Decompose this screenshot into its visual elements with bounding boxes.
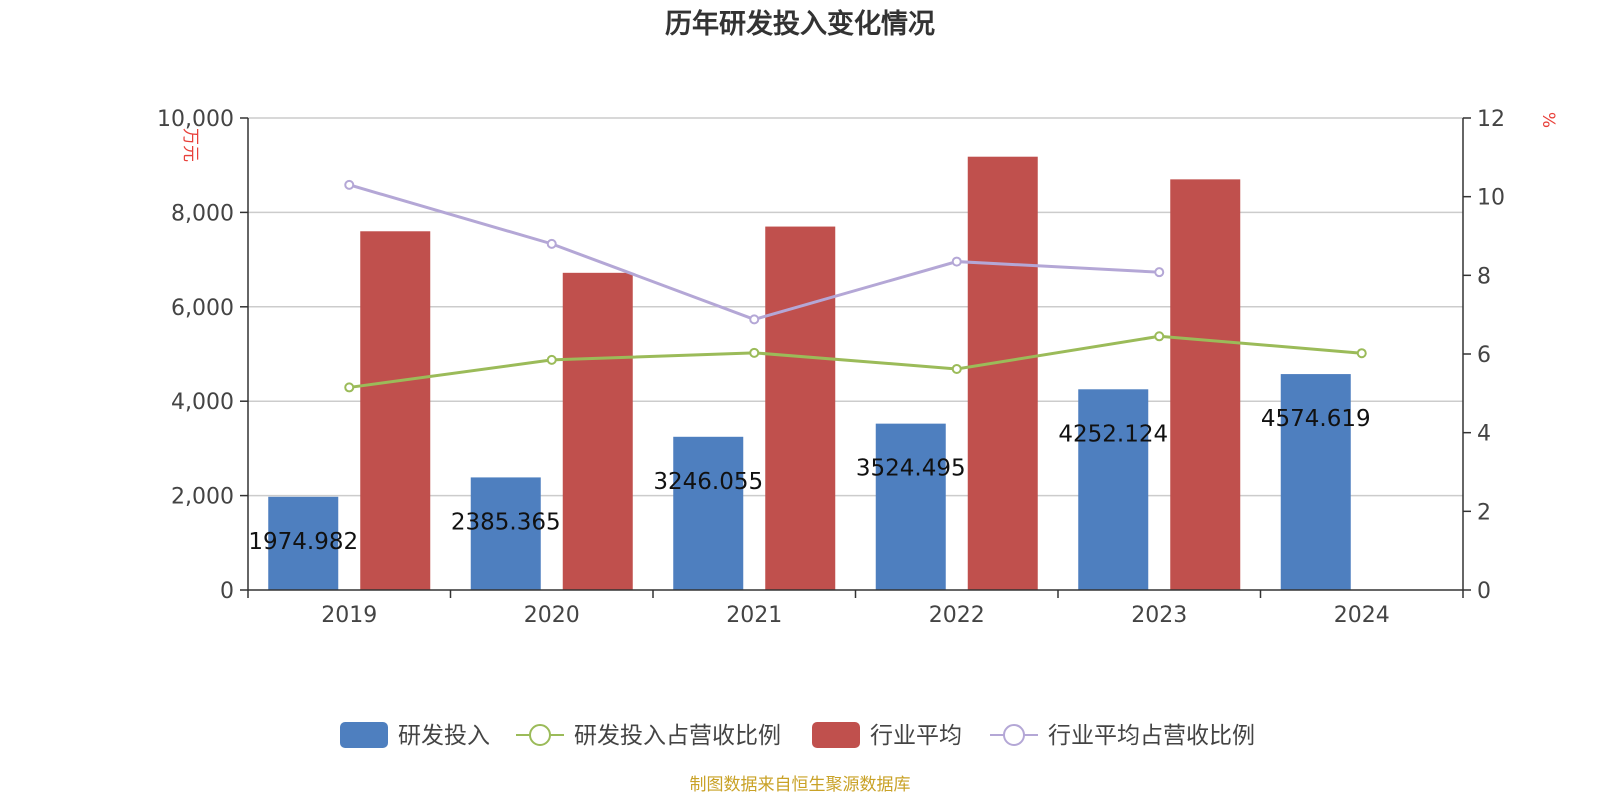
legend-item: 行业平均占营收比例 bbox=[990, 723, 1255, 749]
x-axis-tick-label: 2022 bbox=[929, 603, 985, 628]
chart-title: 历年研发投入变化情况 bbox=[665, 8, 935, 40]
series-point bbox=[749, 347, 760, 358]
right-axis-tick-label: 8 bbox=[1477, 264, 1491, 289]
legend-swatch bbox=[812, 722, 860, 748]
axes: 0 2,000 4,000 6,000 8,000 10,000 0 2 4 6 8 10 12 2019… bbox=[157, 107, 1505, 628]
series-point bbox=[1356, 348, 1367, 359]
legend-label: 研发投入占营收比例 bbox=[574, 723, 781, 749]
legend-label: 研发投入 bbox=[398, 723, 490, 749]
bar bbox=[562, 272, 633, 590]
data-labels: 1974.982 2385.365 3246.055 3524.495 4252.124… bbox=[248, 406, 1370, 555]
data-label: 3246.055 bbox=[653, 469, 763, 495]
bar bbox=[673, 436, 744, 590]
series-point bbox=[546, 238, 557, 249]
grid-lines bbox=[248, 117, 1463, 497]
data-label: 4574.619 bbox=[1261, 406, 1371, 432]
bar bbox=[875, 423, 946, 590]
data-label: 2385.365 bbox=[451, 509, 561, 535]
right-axis-tick-label: 10 bbox=[1477, 186, 1505, 211]
series-point bbox=[749, 314, 760, 325]
legend-item: 研发投入 bbox=[340, 722, 490, 749]
right-axis-tick-label: 12 bbox=[1477, 107, 1505, 132]
legend-label: 行业平均占营收比例 bbox=[1048, 723, 1255, 749]
legend-marker bbox=[529, 724, 551, 746]
bar bbox=[1078, 389, 1149, 590]
bar bbox=[1280, 374, 1351, 590]
left-axis-tick-label: 8,000 bbox=[171, 201, 234, 226]
bar bbox=[765, 226, 836, 590]
legend-marker bbox=[1003, 724, 1025, 746]
source-note: 制图数据来自恒生聚源数据库 bbox=[690, 775, 911, 795]
bar bbox=[268, 496, 339, 590]
right-axis-tick-label: 0 bbox=[1477, 579, 1491, 604]
x-axis-tick-label: 2024 bbox=[1334, 603, 1390, 628]
legend-label: 行业平均 bbox=[870, 723, 962, 749]
series-point bbox=[1154, 267, 1165, 278]
legend-swatch bbox=[340, 722, 388, 748]
legend: 研发投入 研发投入占营收比例 行业平均 行业平均占营收比例 bbox=[340, 722, 1255, 749]
x-axis-tick-label: 2021 bbox=[726, 603, 782, 628]
x-axis-tick-label: 2019 bbox=[321, 603, 377, 628]
bar bbox=[967, 156, 1038, 591]
series-line bbox=[349, 334, 1362, 389]
data-label: 1974.982 bbox=[248, 529, 358, 555]
bar bbox=[1170, 179, 1241, 591]
left-axis-tick-label: 10,000 bbox=[157, 107, 234, 132]
x-axis-tick-label: 2023 bbox=[1131, 603, 1187, 628]
left-axis-unit: 万元 bbox=[180, 128, 200, 162]
bar bbox=[470, 477, 541, 590]
right-axis-tick-label: 4 bbox=[1477, 422, 1491, 447]
series-point bbox=[1154, 331, 1165, 342]
legend-item: 研发投入占营收比例 bbox=[516, 723, 781, 749]
series-point bbox=[344, 179, 355, 190]
series-point bbox=[951, 363, 962, 374]
right-axis-unit: % bbox=[1538, 112, 1558, 128]
left-axis-tick-label: 0 bbox=[220, 579, 234, 604]
legend-item: 行业平均 bbox=[812, 722, 962, 749]
bar bbox=[360, 231, 431, 590]
lines bbox=[344, 179, 1367, 393]
right-axis-tick-label: 6 bbox=[1477, 343, 1491, 368]
series-point bbox=[951, 256, 962, 267]
series-point bbox=[546, 354, 557, 365]
series-point bbox=[344, 382, 355, 393]
data-label: 3524.495 bbox=[856, 456, 966, 482]
bars bbox=[268, 156, 1351, 591]
left-axis-tick-label: 2,000 bbox=[171, 485, 234, 510]
right-axis-tick-label: 2 bbox=[1477, 500, 1491, 525]
x-axis-tick-label: 2020 bbox=[524, 603, 580, 628]
left-axis-tick-label: 6,000 bbox=[171, 296, 234, 321]
left-axis-tick-label: 4,000 bbox=[171, 390, 234, 415]
data-label: 4252.124 bbox=[1058, 421, 1168, 447]
